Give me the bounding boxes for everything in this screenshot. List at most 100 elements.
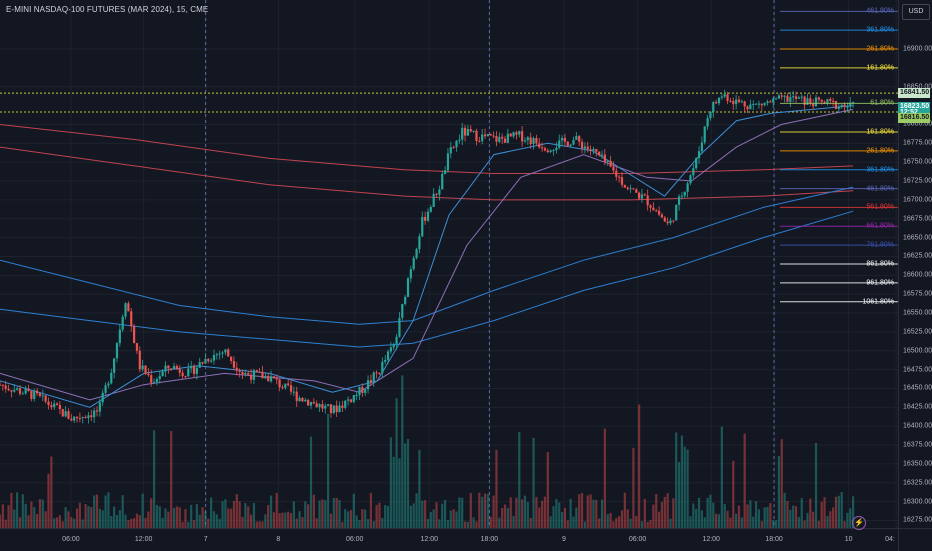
price-axis[interactable]: 16900.00 16850.00 16800.00 16775.00 16750.00… (898, 0, 932, 528)
volume-bar (786, 501, 789, 528)
candle-body (227, 349, 230, 357)
volume-bar (221, 501, 224, 528)
price-tick-label: 16475.00 (903, 366, 932, 374)
candle-body (101, 392, 104, 403)
volume-bar (777, 456, 781, 528)
price-tick-label: 16725.00 (903, 177, 932, 185)
volume-bar (249, 514, 253, 528)
candle-body (532, 138, 535, 145)
volume-bar (583, 521, 587, 528)
volume-bar (352, 493, 355, 528)
price-tick-label: 16375.00 (903, 441, 932, 449)
candle-body (392, 344, 395, 348)
candle-body (772, 98, 775, 103)
volume-bar (563, 507, 567, 528)
candle-body (618, 176, 621, 178)
volume-bar (632, 447, 635, 528)
candle-body (307, 399, 310, 406)
candle-body (98, 402, 101, 412)
candle-body (826, 99, 829, 104)
candle-body (735, 99, 738, 105)
candle-body (184, 376, 187, 378)
symbol-title[interactable]: E-MINI NASDAQ-100 FUTURES (MAR 2024), 15… (6, 5, 209, 14)
volume-bar (809, 498, 812, 528)
fibonacci-lines (780, 10, 898, 303)
volume-bar (227, 508, 230, 528)
candle-body (692, 168, 695, 176)
candle-body (563, 137, 567, 142)
time-axis[interactable]: 06:00 12:00 7 8 06:00 12:00 18:00 9 06:00 12:00 18… (0, 528, 898, 551)
candle-body (626, 187, 629, 189)
candle-body (743, 101, 746, 107)
candle-body (521, 131, 524, 142)
candle-body (309, 402, 313, 406)
candle-body (147, 373, 150, 376)
time-tick-label: 12:00 (702, 536, 720, 543)
volume-bar (272, 512, 276, 528)
volume-bar (241, 516, 244, 528)
candle-body (814, 97, 818, 107)
candle-body (178, 368, 181, 373)
candle-body (635, 189, 638, 193)
candle-body (35, 390, 39, 394)
volume-bar (629, 518, 632, 528)
volume-bar (689, 516, 692, 528)
volume-bar (21, 494, 24, 528)
candle-body (24, 388, 27, 394)
candle-body (152, 382, 156, 384)
candle-body (509, 133, 512, 137)
candle-body (104, 385, 107, 393)
candle-body (757, 103, 761, 105)
chart-grid (0, 0, 898, 528)
volume-bar (712, 502, 715, 528)
volume-bar (586, 495, 589, 528)
volume-bar (620, 510, 624, 528)
volume-bar (67, 511, 70, 528)
candle-body (172, 366, 176, 369)
volume-bar (235, 494, 238, 528)
price-tick-label: 16600.00 (903, 271, 932, 279)
candle-body (455, 140, 458, 148)
fib-level-label: 261.80% (866, 45, 894, 53)
lightning-icon[interactable]: ⚡ (852, 516, 866, 530)
volume-bar (124, 514, 127, 528)
candle-body (378, 373, 381, 375)
volume-bar (720, 426, 723, 528)
volume-bar (686, 449, 689, 528)
volume-bar (244, 503, 247, 528)
candle-body (358, 386, 361, 396)
candle-body (495, 136, 498, 142)
volume-bar (737, 505, 741, 528)
candle-body (64, 411, 67, 417)
candle-body (132, 326, 136, 344)
volume-bar (35, 514, 39, 528)
candle-body (47, 401, 50, 406)
candle-body (315, 403, 318, 408)
candle-body (843, 104, 846, 107)
volume-bar (152, 430, 156, 528)
time-tick-label: 18:00 (765, 536, 783, 543)
volume-bar (261, 521, 264, 528)
candle-body (121, 316, 124, 330)
volume-bar (252, 502, 256, 528)
volume-bar (709, 494, 712, 528)
currency-button[interactable]: USD (902, 4, 930, 20)
volume-bar (164, 508, 167, 528)
candle-body (466, 129, 470, 136)
volume-bar (355, 515, 358, 528)
volume-bar (526, 502, 529, 528)
candle-body (61, 409, 64, 417)
volume-bar (675, 432, 678, 528)
price-chart[interactable] (0, 0, 898, 528)
volume-bar (657, 511, 661, 528)
volume-bar (212, 511, 216, 528)
candle-body (115, 343, 119, 359)
volume-bar (84, 503, 87, 528)
volume-bar (463, 521, 467, 528)
candle-body (10, 390, 13, 392)
volume-bar (455, 511, 458, 528)
time-tick-label: 8 (276, 536, 281, 543)
volume-bar (386, 505, 390, 528)
price-tick-label: 16800.00 (903, 120, 932, 128)
volume-bar (184, 509, 187, 528)
